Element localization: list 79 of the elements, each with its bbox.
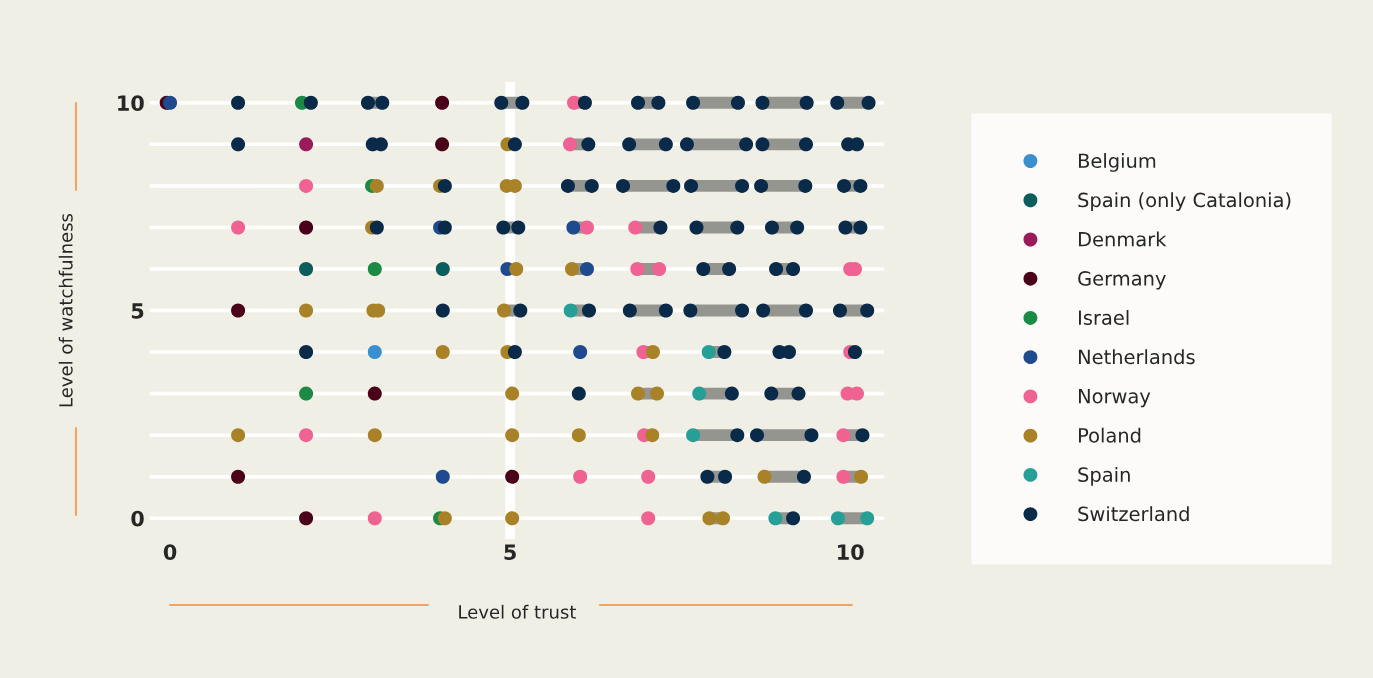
point — [645, 428, 660, 443]
point — [571, 428, 586, 443]
point — [435, 469, 450, 484]
point — [369, 178, 384, 193]
point — [641, 469, 656, 484]
point — [367, 511, 382, 526]
point — [231, 303, 246, 318]
legend-label: Germany — [1078, 271, 1166, 290]
point — [579, 220, 594, 235]
point — [645, 345, 660, 360]
y-tick-label: 5 — [131, 303, 144, 319]
point — [163, 95, 178, 110]
x-axis-title: Level of trust — [459, 604, 576, 619]
point — [367, 386, 382, 401]
y-axis-title: Level of watchfulness — [58, 213, 73, 407]
point — [231, 428, 246, 443]
point — [505, 469, 520, 484]
point — [573, 345, 588, 360]
legend-label: Spain — [1078, 466, 1130, 486]
point — [563, 303, 578, 318]
point — [435, 95, 450, 110]
point — [505, 511, 520, 526]
point — [836, 469, 851, 484]
point — [702, 511, 717, 526]
point — [299, 386, 314, 401]
point — [860, 511, 875, 526]
point — [630, 261, 645, 276]
point — [367, 261, 382, 276]
point — [299, 303, 314, 318]
point — [435, 261, 450, 276]
point — [299, 137, 314, 152]
point — [641, 511, 656, 526]
point — [437, 511, 452, 526]
point — [231, 469, 246, 484]
point — [231, 220, 246, 235]
y-tick-label: 0 — [131, 510, 144, 527]
legend-label: Poland — [1078, 427, 1141, 443]
point — [650, 386, 665, 401]
point — [686, 428, 701, 443]
point — [299, 220, 314, 235]
x-tick-label: 10 — [838, 544, 864, 560]
point — [716, 511, 731, 526]
legend-label: Spain (only Catalonia) — [1078, 192, 1291, 212]
legend-label: Netherlands — [1078, 349, 1195, 365]
point — [652, 261, 667, 276]
point — [509, 261, 524, 276]
legend-label: Belgium — [1078, 153, 1156, 172]
point — [562, 137, 577, 152]
legend-label: Israel — [1078, 309, 1129, 326]
point — [854, 469, 869, 484]
point — [299, 428, 314, 443]
point — [701, 345, 716, 360]
point — [497, 303, 512, 318]
point — [367, 428, 382, 443]
point — [299, 178, 314, 193]
point — [505, 428, 520, 443]
point — [579, 261, 594, 276]
legend-label: Denmark — [1078, 231, 1167, 247]
point — [299, 511, 314, 526]
point — [505, 386, 520, 401]
legend-label: Switzerland — [1078, 506, 1189, 522]
point — [630, 386, 646, 401]
point — [692, 386, 707, 401]
point — [435, 137, 450, 152]
point — [830, 511, 845, 526]
point — [573, 469, 588, 484]
point — [367, 345, 382, 360]
point — [757, 469, 772, 484]
point — [435, 345, 450, 360]
y-tick-label: 10 — [118, 95, 144, 112]
legend-label: Norway — [1078, 389, 1151, 408]
point — [299, 261, 314, 276]
x-tick-label: 0 — [163, 544, 177, 560]
point — [836, 428, 851, 443]
point — [565, 261, 580, 276]
x-tick-label: 5 — [504, 544, 516, 560]
point — [628, 220, 643, 235]
point — [566, 220, 581, 235]
point — [768, 511, 783, 526]
